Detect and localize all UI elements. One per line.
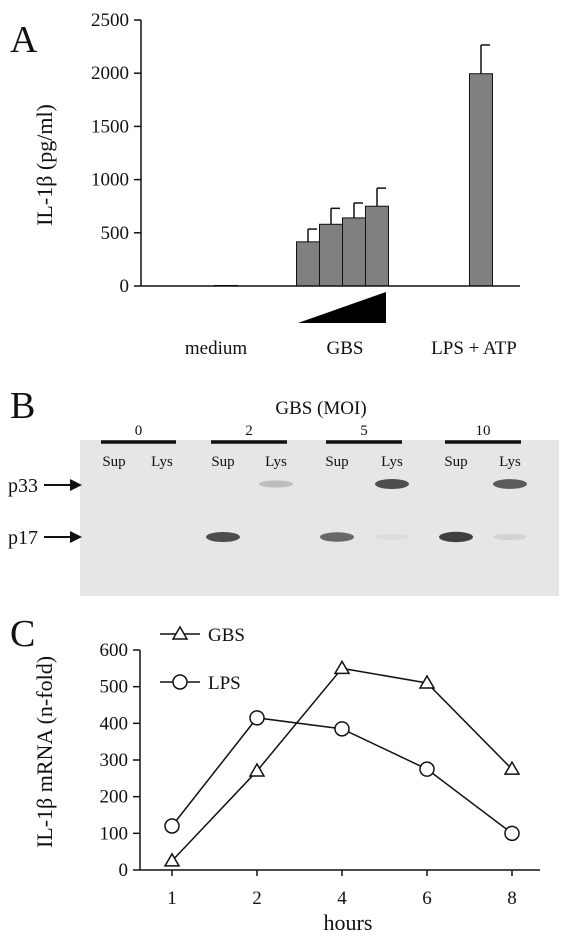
data-point xyxy=(419,761,435,777)
lane-sup-label: Sup xyxy=(102,454,125,470)
lane-lys-label: Lys xyxy=(499,454,521,470)
panel-c-y-label: IL-1β mRNA (n-fold) xyxy=(32,656,57,848)
band-arrowhead-p17 xyxy=(70,531,82,543)
band-p17 xyxy=(493,533,527,541)
y-tick-label: 2000 xyxy=(91,63,129,84)
panel-c-axes xyxy=(139,650,540,871)
blot-lanes: 0 Sup Lys 2 Sup Lys 5 Sup Lys 10 Sup Lys xyxy=(101,423,521,470)
band-arrowhead-p33 xyxy=(70,479,82,491)
bar xyxy=(296,241,320,287)
band-label-p17: p17 xyxy=(8,527,38,549)
panel-a-letter: A xyxy=(10,19,38,61)
panel-a-group-labels: medium GBS LPS + ATP xyxy=(185,338,517,359)
band-p33 xyxy=(259,480,293,488)
band-p33 xyxy=(375,478,409,490)
group-label: GBS xyxy=(327,338,364,359)
x-tick-label: 8 xyxy=(507,888,517,909)
y-tick-label: 100 xyxy=(100,823,129,844)
panel-a-error-bars xyxy=(307,44,490,242)
band-p17 xyxy=(206,531,240,543)
data-point xyxy=(333,659,351,675)
data-point xyxy=(164,818,180,834)
lane-moi-label: 2 xyxy=(245,423,253,439)
lane-sup-label: Sup xyxy=(211,454,234,470)
panel-c: C IL-1β mRNA (n-fold) hours 010020030040… xyxy=(10,613,540,935)
panel-c-y-ticks: 0 100 200 300 400 500 600 xyxy=(100,640,140,881)
y-tick-label: 500 xyxy=(101,223,130,244)
y-tick-label: 200 xyxy=(100,787,129,808)
panel-c-legend: GBS LPS xyxy=(160,625,245,694)
panel-c-x-ticks: 1 2 4 6 8 xyxy=(167,870,517,909)
y-tick-label: 1500 xyxy=(91,116,129,137)
panel-c-letter: C xyxy=(10,613,35,655)
data-point xyxy=(504,825,520,842)
x-tick-label: 2 xyxy=(252,888,262,909)
lane-sup-label: Sup xyxy=(325,454,348,470)
blot-bands xyxy=(206,478,527,543)
gbs-dose-wedge xyxy=(298,292,386,323)
legend-marker xyxy=(172,674,188,690)
band-marker-p33: p33 xyxy=(8,475,82,497)
legend-label: LPS xyxy=(208,673,241,694)
y-tick-label: 300 xyxy=(100,750,129,771)
y-tick-label: 2500 xyxy=(91,10,129,31)
band-p17 xyxy=(320,532,354,542)
panel-a: A IL-1β (pg/ml) 0 500 1000 1500 2000 2500 med… xyxy=(10,10,520,359)
group-label: LPS + ATP xyxy=(431,338,517,359)
panel-a-y-label: IL-1β (pg/ml) xyxy=(32,104,57,226)
data-point xyxy=(503,760,521,775)
y-tick-label: 600 xyxy=(100,640,129,661)
data-point xyxy=(249,710,265,726)
lane-lys-label: Lys xyxy=(151,454,173,470)
series-lps xyxy=(164,710,520,842)
bar xyxy=(365,205,389,287)
lane-lys-label: Lys xyxy=(265,454,287,470)
bar xyxy=(342,217,366,287)
band-p33 xyxy=(493,479,527,489)
band-p17 xyxy=(375,534,409,540)
lane-moi-label: 10 xyxy=(476,423,491,439)
lane-moi-label: 5 xyxy=(360,423,368,439)
y-tick-label: 0 xyxy=(119,860,129,881)
lane-moi-label: 0 xyxy=(135,423,143,439)
band-marker-p17: p17 xyxy=(8,527,82,549)
series-line xyxy=(171,667,513,862)
panel-b-letter: B xyxy=(10,385,35,427)
lane-sup-label: Sup xyxy=(444,454,467,470)
panel-a-bars xyxy=(214,73,493,287)
group-label: medium xyxy=(185,338,247,359)
data-point xyxy=(418,674,436,689)
panel-b: B GBS (MOI) 0 Sup Lys 2 Sup Lys 5 Sup Lys 10 Sup Ly… xyxy=(8,385,559,596)
x-tick-label: 1 xyxy=(167,888,177,909)
blot-title: GBS (MOI) xyxy=(275,398,366,419)
panel-c-x-label: hours xyxy=(324,910,373,935)
data-point xyxy=(163,852,181,867)
y-tick-label: 0 xyxy=(120,276,130,297)
x-tick-label: 4 xyxy=(337,888,347,909)
data-point xyxy=(334,721,350,737)
y-tick-label: 1000 xyxy=(91,170,129,191)
band-label-p33: p33 xyxy=(8,475,38,497)
legend-marker xyxy=(171,625,189,640)
bar xyxy=(319,223,343,287)
panel-a-y-ticks: 0 500 1000 1500 2000 2500 xyxy=(91,10,141,297)
y-tick-label: 500 xyxy=(100,677,129,698)
series-gbs xyxy=(163,659,521,867)
legend-label: GBS xyxy=(208,625,245,646)
band-p17 xyxy=(439,531,473,543)
x-tick-label: 6 xyxy=(422,888,432,909)
panel-c-series xyxy=(163,659,521,867)
data-point xyxy=(248,762,266,777)
y-tick-label: 400 xyxy=(100,713,129,734)
bar xyxy=(469,73,493,287)
lane-lys-label: Lys xyxy=(381,454,403,470)
blot-background xyxy=(80,440,559,596)
panel-a-axes xyxy=(140,20,520,287)
